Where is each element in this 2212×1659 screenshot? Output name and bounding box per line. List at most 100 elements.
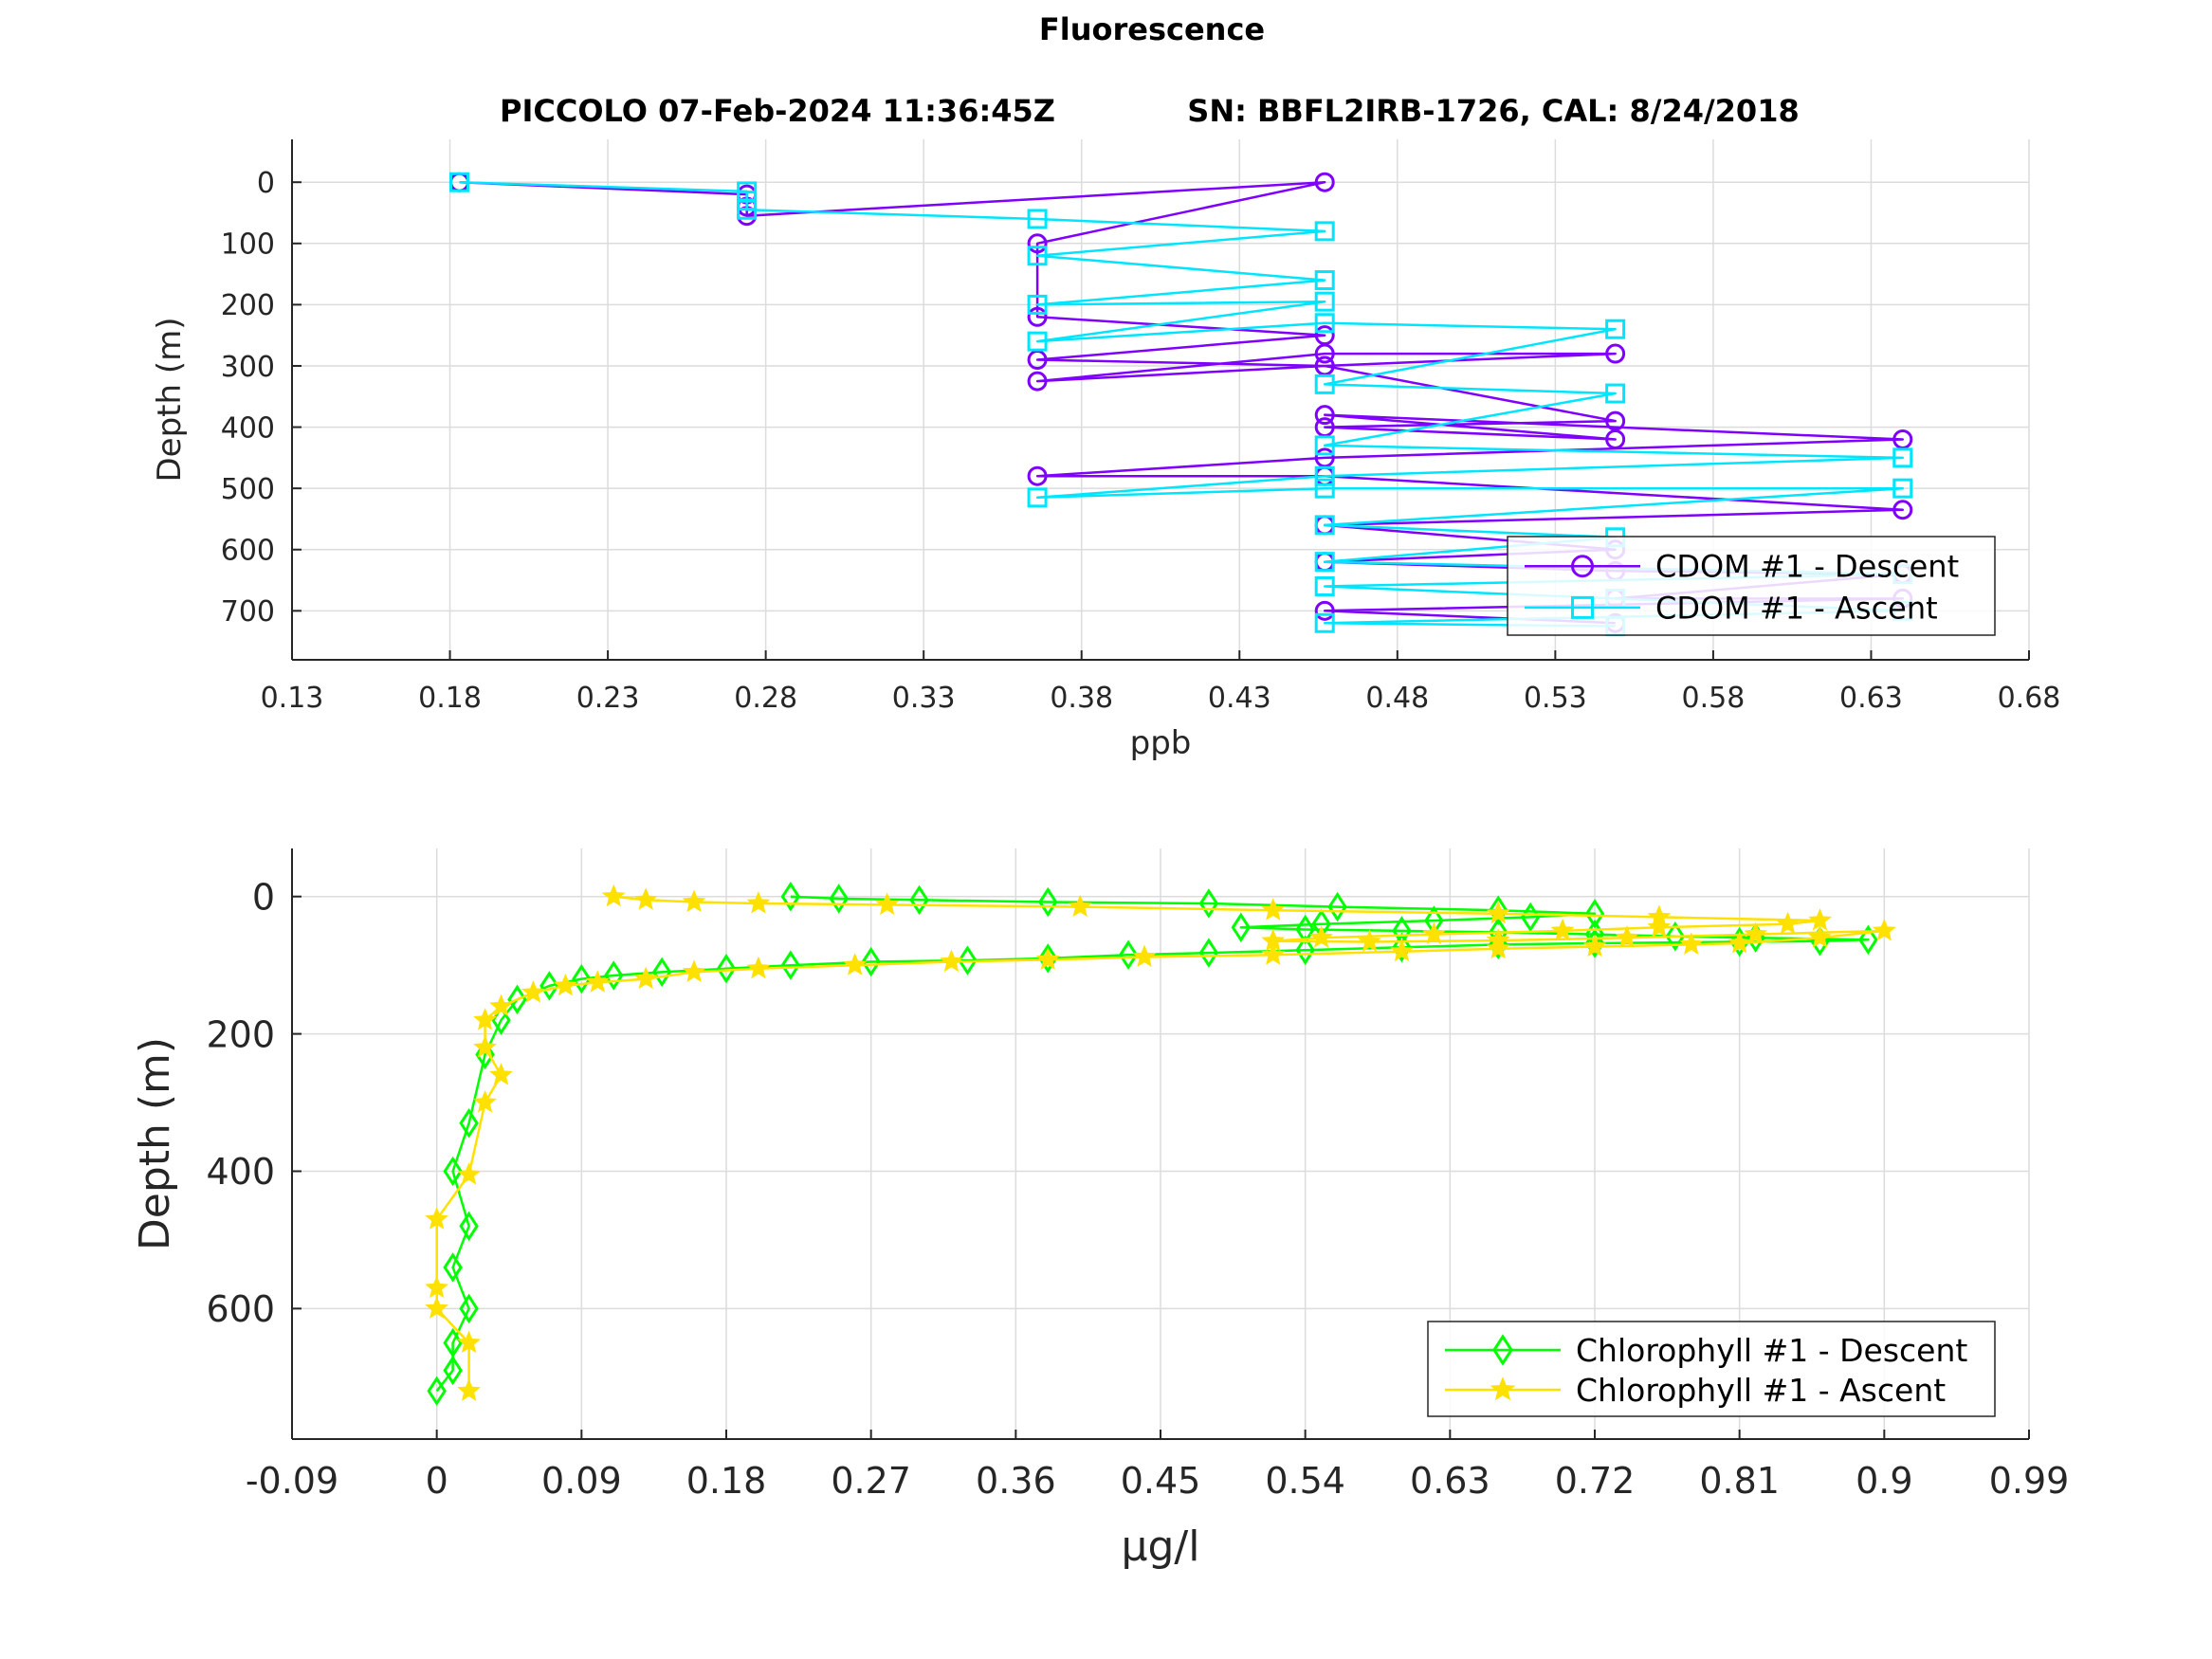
x-tick-label: 0.81: [1699, 1460, 1780, 1502]
x-tick-label: 0.48: [1365, 682, 1429, 715]
data-point: [1314, 313, 1335, 334]
data-point: [1314, 465, 1335, 486]
data-point: [780, 881, 801, 912]
data-point: [1358, 929, 1381, 953]
legend: CDOM #1 - Descent CDOM #1 - Ascent: [1507, 536, 1996, 636]
data-point: [443, 1252, 463, 1283]
data-point: [521, 980, 545, 1003]
data-point: [427, 1376, 447, 1407]
legend-entry: CDOM #1 - Ascent: [1525, 590, 1938, 626]
data-point: [443, 1156, 463, 1187]
data-point: [1314, 405, 1335, 426]
y-tick-label: 300: [221, 351, 275, 384]
data-point: [1038, 943, 1058, 974]
data-point: [1314, 478, 1335, 499]
legend-label: CDOM #1 - Descent: [1655, 549, 1959, 585]
data-point: [1314, 515, 1335, 536]
data-point: [1776, 911, 1800, 935]
data-point: [1605, 383, 1626, 404]
data-point: [651, 957, 672, 988]
data-point: [1892, 478, 1913, 499]
data-point: [1314, 270, 1335, 291]
data-point: [1035, 947, 1060, 970]
data-point: [1520, 902, 1541, 933]
data-point: [473, 1089, 497, 1113]
x-tick-label: 0.63: [1839, 682, 1903, 715]
data-point: [457, 1378, 481, 1401]
data-point: [1605, 343, 1626, 364]
y-tick-label: 700: [221, 595, 275, 629]
data-point: [940, 949, 963, 973]
data-point: [909, 884, 929, 916]
data-point: [1808, 925, 1832, 948]
y-tick-labels: 0 200 400 600: [206, 876, 275, 1330]
data-point: [1027, 465, 1048, 486]
data-point: [1314, 221, 1335, 242]
data-point: [829, 884, 849, 914]
legend-entry: Chlorophyll #1 - Ascent: [1445, 1372, 1946, 1409]
x-tick-label: 0.54: [1265, 1460, 1345, 1502]
data-point: [1679, 932, 1704, 955]
data-point: [1892, 447, 1913, 468]
x-tick-label: 0.68: [1998, 682, 2061, 715]
data-point: [1584, 899, 1605, 929]
x-tick-label: 0.45: [1121, 1460, 1201, 1502]
data-point: [459, 1108, 479, 1139]
data-point: [716, 954, 737, 984]
data-point: [1027, 371, 1048, 392]
legend-marker: [1490, 1376, 1516, 1401]
series-line: [435, 895, 1870, 1393]
data-point: [1605, 428, 1626, 449]
figure-subtitle-left: PICCOLO 07-Feb-2024 11:36:45Z: [500, 93, 1055, 129]
data-point: [1808, 908, 1832, 931]
data-point: [473, 1035, 497, 1058]
data-point: [1132, 944, 1157, 967]
data-point: [425, 1207, 449, 1230]
data-point: [1729, 926, 1749, 957]
data-point: [1027, 233, 1048, 254]
x-axis-label: μg/l: [1122, 1522, 1200, 1571]
x-axis-label: ppb: [1130, 724, 1192, 762]
legend-label: CDOM #1 - Ascent: [1655, 590, 1938, 626]
legend-marker: [1571, 555, 1594, 578]
data-point: [457, 1162, 481, 1185]
x-tick-label: 0.18: [686, 1460, 767, 1502]
x-tick-label: 0.13: [261, 682, 324, 715]
data-point: [1027, 331, 1048, 352]
data-point: [1582, 934, 1607, 957]
x-tick-labels: 0.13 0.18 0.23 0.28 0.33 0.38 0.43 0.48 0.53 0.58…: [261, 682, 2061, 715]
data-point: [843, 953, 868, 975]
data-point: [473, 1008, 497, 1030]
data-point: [1027, 209, 1048, 229]
data-point: [1314, 575, 1335, 596]
data-point: [1486, 936, 1510, 959]
legend-box: [1427, 1321, 1996, 1417]
data-point: [1027, 487, 1048, 508]
data-point: [1295, 935, 1315, 965]
data-point: [489, 1063, 513, 1085]
data-point: [1390, 939, 1414, 962]
legend-label: Chlorophyll #1 - Ascent: [1576, 1372, 1946, 1409]
y-axis-label: Depth (m): [151, 317, 189, 482]
data-point: [604, 960, 624, 991]
data-point: [449, 172, 470, 192]
data-point: [1872, 918, 1896, 941]
figure-title: Fluorescence: [1039, 11, 1265, 47]
x-tick-label: 0.99: [1989, 1460, 2070, 1502]
chart-panel-1: 0.13 0.18 0.23 0.28 0.33 0.38 0.43 0.48 0.53 0.58…: [151, 139, 2060, 762]
data-point: [572, 963, 592, 994]
x-tick-label: 0.09: [541, 1460, 622, 1502]
y-tick-label: 600: [221, 535, 275, 568]
y-tick-label: 400: [221, 411, 275, 445]
data-point: [443, 1355, 463, 1386]
data-point: [1261, 942, 1286, 965]
data-point: [1314, 343, 1335, 364]
data-point: [1314, 374, 1335, 394]
x-tick-label: 0.38: [1050, 682, 1113, 715]
data-point: [1314, 612, 1335, 633]
y-tick-label: 200: [221, 289, 275, 322]
data-point: [1027, 294, 1048, 315]
x-tick-label: 0.58: [1682, 682, 1746, 715]
